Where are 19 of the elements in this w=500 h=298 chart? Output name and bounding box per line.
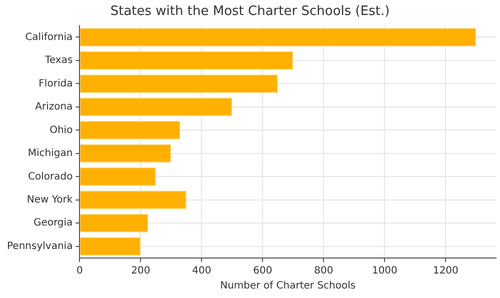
- x-tick-label: 1200: [432, 266, 458, 277]
- x-tick-label: 600: [253, 266, 272, 277]
- chart-title: States with the Most Charter Schools (Est.): [110, 4, 390, 20]
- y-tick-label: Ohio: [50, 124, 73, 136]
- x-tick-label: 800: [314, 266, 334, 277]
- y-tick-label: New York: [26, 194, 73, 206]
- x-axis-title: Number of Charter Schools: [220, 280, 356, 292]
- y-tick-label: California: [25, 32, 73, 43]
- x-tick-label: 200: [131, 266, 150, 277]
- y-tick-label: Arizona: [35, 102, 73, 113]
- y-tick-label: Georgia: [33, 218, 73, 229]
- x-tick-label: 0: [76, 266, 83, 277]
- x-tick-label: 400: [192, 266, 212, 277]
- x-tick-label: 1000: [372, 266, 398, 277]
- y-tick-label: Florida: [38, 78, 73, 90]
- y-tick-label: Pennsylvania: [6, 240, 73, 252]
- y-tick-label: Michigan: [28, 148, 73, 160]
- y-tick-label: Colorado: [28, 171, 73, 182]
- y-tick-label: Texas: [44, 55, 73, 66]
